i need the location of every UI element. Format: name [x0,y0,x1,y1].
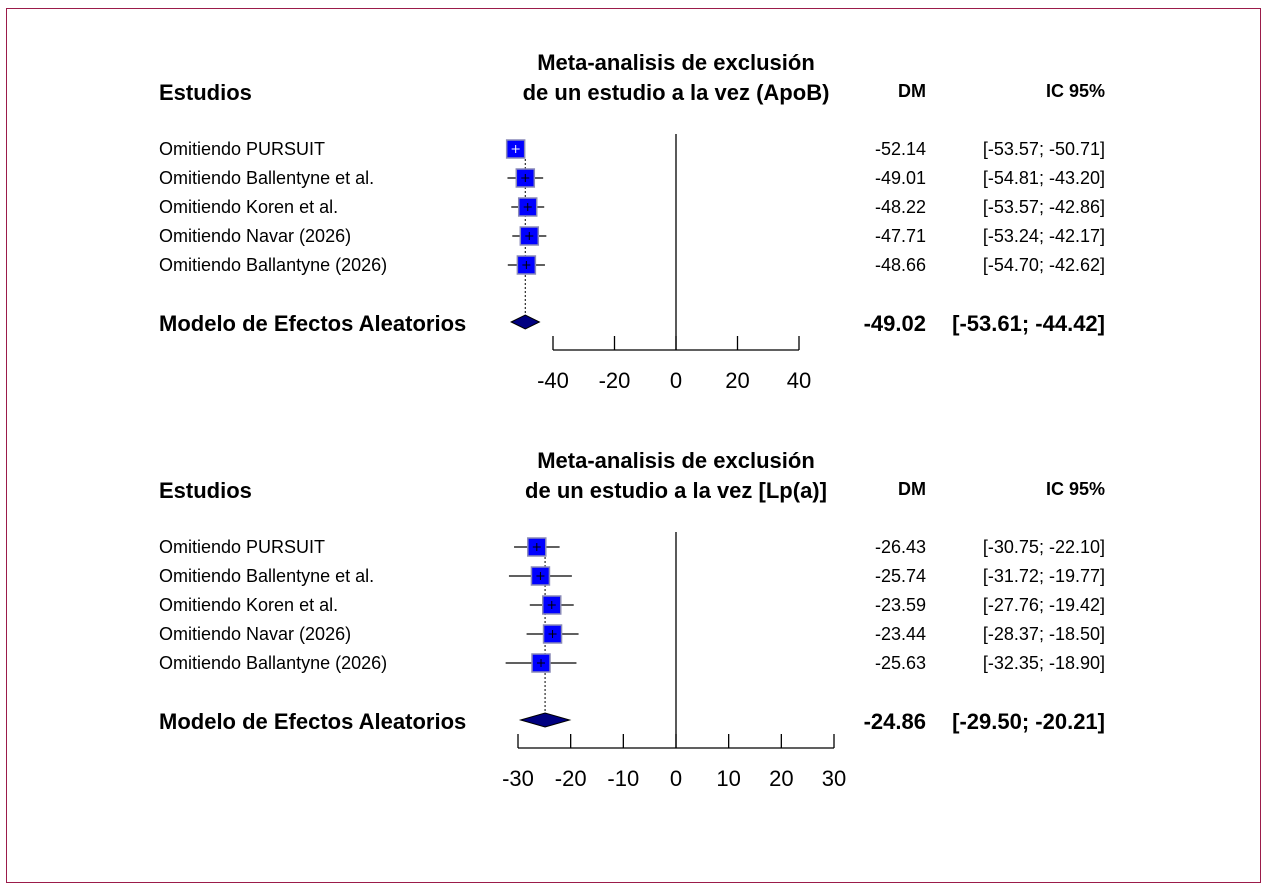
study-ci-value: [-31.72; -19.77] [982,566,1105,586]
pooled-ci-value: [-29.50; -20.21] [952,709,1105,734]
column-header-md: DM [898,81,926,101]
forest-plot-lpa-svg: -30 -20 -10 0 10 20 30 [502,532,846,791]
x-axis-tick-label: 0 [670,766,682,791]
x-axis-tick-label: -30 [502,766,534,791]
column-header-studies: Estudios [159,478,252,503]
x-axis-tick-label: 10 [716,766,740,791]
pooled-diamond [518,712,572,728]
forest-plot-lpa: -30 -20 -10 0 10 20 30 Meta-analisis de exclus… [0,398,1268,796]
study-label: Omitiendo PURSUIT [159,139,326,159]
forest-plot-apob-svg: -40 -20 0 20 40 [505,134,811,393]
study-ci-value: [-28.37; -18.50] [982,624,1105,644]
plot-title-line2: de un estudio a la vez [Lp(a)] [525,478,827,503]
study-md-value: -25.63 [874,653,926,673]
study-md-value: -23.44 [874,624,926,644]
study-ci-value: [-53.57; -42.86] [982,197,1105,217]
pooled-label: Modelo de Efectos Aleatorios [159,311,467,336]
study-md-value: -26.43 [874,537,926,557]
study-label: Omitiendo Ballentyne et al. [159,566,375,586]
x-axis-tick-label: -10 [607,766,639,791]
column-header-studies: Estudios [159,80,252,105]
study-md-value: -23.59 [874,595,926,615]
forest-plot-apob: -40 -20 0 20 40 Meta-analisis de exclusión d… [0,0,1268,398]
x-axis-tick-label: 20 [769,766,793,791]
pooled-ci-value: [-53.61; -44.42] [952,311,1105,336]
study-md-value: -48.22 [874,197,926,217]
figure-frame [6,8,1261,883]
study-md-value: -47.71 [874,226,926,246]
study-ci-value: [-53.24; -42.17] [982,226,1105,246]
x-axis-tick-label: -20 [555,766,587,791]
plot-title-line2: de un estudio a la vez (ApoB) [522,80,830,105]
x-axis-tick-label: 0 [670,368,682,393]
study-label: Omitiendo Navar (2026) [159,624,352,644]
column-header-ci: IC 95% [1045,81,1105,101]
x-axis-tick-label: 20 [725,368,749,393]
study-md-value: -49.01 [874,168,926,188]
x-axis-tick-label: 30 [822,766,846,791]
column-header-ci: IC 95% [1045,479,1105,499]
study-ci-value: [-54.81; -43.20] [982,168,1105,188]
x-axis-tick-label: -20 [599,368,631,393]
study-label: Omitiendo PURSUIT [159,537,326,557]
study-ci-value: [-53.57; -50.71] [982,139,1105,159]
pooled-md-value: -49.02 [863,311,926,336]
study-label: Omitiendo Navar (2026) [159,226,352,246]
study-md-value: -52.14 [874,139,926,159]
pooled-diamond [510,314,541,330]
study-ci-value: [-27.76; -19.42] [982,595,1105,615]
study-label: Omitiendo Ballantyne (2026) [159,255,388,275]
plot-title-line1: Meta-analisis de exclusión [537,448,815,473]
study-ci-value: [-32.35; -18.90] [982,653,1105,673]
study-ci-value: [-30.75; -22.10] [982,537,1105,557]
study-label: Omitiendo Koren et al. [159,595,339,615]
pooled-label: Modelo de Efectos Aleatorios [159,709,467,734]
pooled-md-value: -24.86 [863,709,926,734]
column-header-md: DM [898,479,926,499]
study-ci-value: [-54.70; -42.62] [982,255,1105,275]
study-label: Omitiendo Ballantyne (2026) [159,653,388,673]
study-md-value: -25.74 [874,566,926,586]
x-axis-tick-label: 40 [787,368,811,393]
plot-title-line1: Meta-analisis de exclusión [537,50,815,75]
study-label: Omitiendo Koren et al. [159,197,339,217]
x-axis-tick-label: -40 [537,368,569,393]
study-md-value: -48.66 [874,255,926,275]
study-label: Omitiendo Ballentyne et al. [159,168,375,188]
